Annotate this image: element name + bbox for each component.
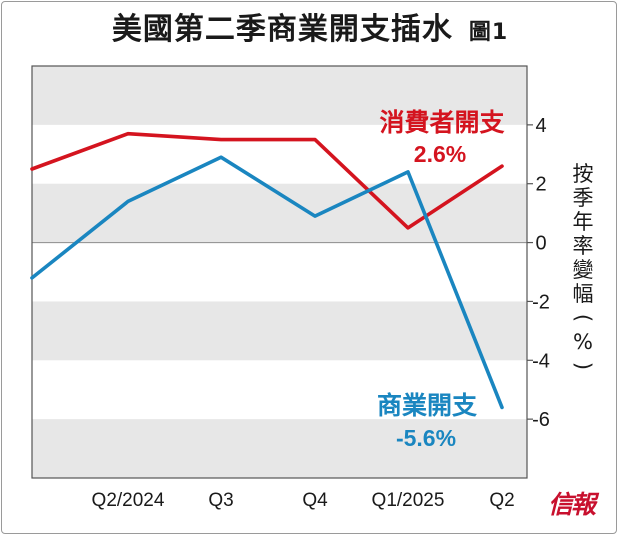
consumer-spending-line: [30, 131, 504, 230]
x-tick-label: Q1/2025: [372, 490, 445, 511]
x-tick-label: Q2/2024: [92, 490, 165, 511]
x-tick-label: Q3: [208, 490, 233, 511]
business-value-label: -5.6%: [396, 425, 456, 451]
y-tick-label: 4: [535, 115, 546, 137]
figure-label: 圖1: [468, 20, 509, 45]
y-tick-label: 0: [535, 233, 546, 255]
hkej-logo: 信報: [548, 490, 596, 519]
grid-band: [32, 301, 527, 361]
consumer-value-label: 2.6%: [414, 141, 466, 167]
business-series-name: 商業開支: [377, 391, 477, 420]
plot-area: [32, 66, 527, 478]
y-axis-label: 按季年率變幅(%): [571, 162, 595, 371]
plot-border: [31, 65, 528, 479]
y-tick-label: -6: [532, 409, 550, 431]
grid-band: [32, 66, 527, 125]
title-text: 美國第二季商業開支插水: [111, 12, 453, 47]
y-tick-label: 2: [535, 174, 546, 196]
x-tick-label: Q2: [489, 490, 514, 511]
y-tick-label: -2: [532, 291, 550, 313]
chart-title: 美國第二季商業開支插水 圖1: [0, 4, 620, 48]
business-spending-line: [30, 155, 504, 410]
y-tick-label: -4: [532, 350, 550, 372]
grid-band: [32, 419, 527, 478]
consumer-series-name: 消費者開支: [379, 108, 504, 137]
x-tick-label: Q4: [302, 490, 328, 511]
